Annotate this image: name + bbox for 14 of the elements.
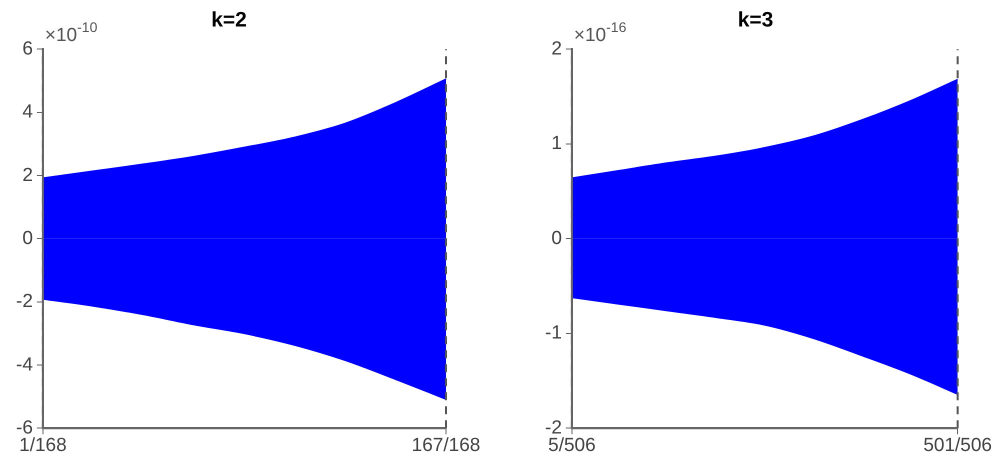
- chart-title: k=2: [211, 8, 247, 32]
- y-tick-label: -2: [16, 291, 33, 312]
- y-tick-label: -1: [544, 322, 562, 344]
- y-tick-label: 0: [551, 228, 562, 249]
- y-tick-label: 4: [22, 102, 34, 123]
- y-tick-label: 0: [22, 228, 33, 249]
- x-tick-label: 501/506: [923, 434, 992, 456]
- y-tick-label: 1: [551, 133, 562, 154]
- y-tick-label: 2: [22, 164, 33, 186]
- y-tick-label: -4: [16, 354, 34, 376]
- y-tick-label: 6: [22, 38, 33, 60]
- chart-title: k=3: [738, 8, 774, 32]
- y-tick-label: 2: [551, 38, 562, 60]
- x-tick-label: 167/168: [412, 434, 480, 456]
